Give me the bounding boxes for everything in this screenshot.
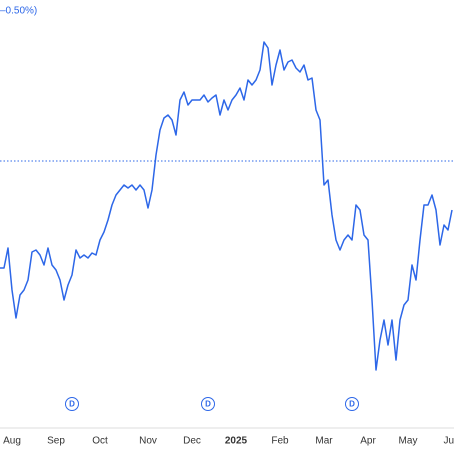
- x-tick-label: Apr: [360, 436, 376, 447]
- dividend-marker: [65, 397, 79, 411]
- price-line: [0, 41, 453, 371]
- x-tick-label: Oct: [92, 436, 108, 447]
- change-label: –0.50%): [0, 6, 37, 17]
- dividend-marker: [201, 397, 215, 411]
- dividend-label: D: [349, 400, 355, 409]
- x-tick-label: May: [399, 436, 418, 447]
- x-tick-label: Aug: [3, 436, 21, 447]
- x-tick-label: Feb: [271, 436, 289, 447]
- x-tick-label: 2025: [225, 436, 248, 447]
- x-tick-label: Ju: [443, 436, 454, 447]
- x-tick-label: Nov: [139, 436, 157, 447]
- dividend-label: D: [205, 400, 211, 409]
- dividend-marker: [345, 397, 359, 411]
- x-tick-label: Dec: [183, 436, 201, 447]
- x-tick-label: Sep: [47, 436, 65, 447]
- x-tick-label: Mar: [315, 436, 333, 447]
- dividend-label: D: [69, 400, 75, 409]
